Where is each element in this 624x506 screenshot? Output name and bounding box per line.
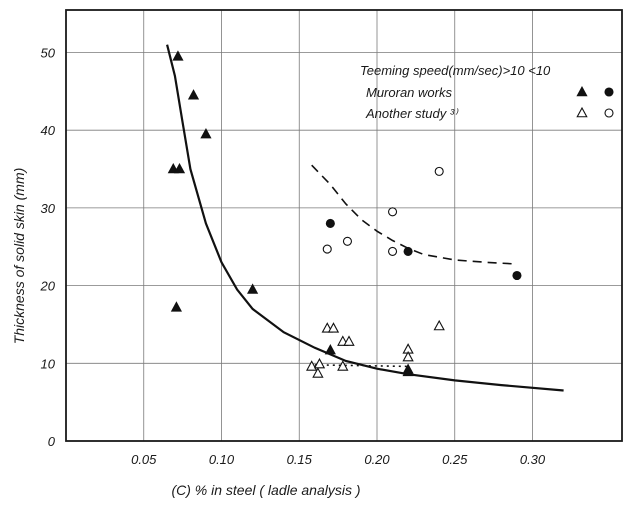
data-point (342, 236, 353, 246)
solid-curve (166, 44, 564, 392)
data-point (313, 357, 326, 369)
legend-marker (604, 87, 614, 97)
y-tick-label: 30 (41, 201, 56, 216)
data-point (402, 350, 414, 362)
data-point (387, 246, 398, 256)
x-axis-title: (C) % in steel ( ladle analysis ) (171, 482, 360, 498)
data-point (306, 360, 318, 371)
data-point (172, 50, 184, 61)
data-point (322, 244, 332, 254)
legend-marker (604, 108, 614, 118)
data-point (173, 163, 186, 174)
y-tick-label: 50 (41, 46, 56, 61)
data-point (200, 128, 212, 139)
data-point (312, 367, 324, 378)
legend-marker (576, 85, 588, 97)
x-tick-label: 0.15 (287, 452, 313, 467)
x-tick-label: 0.20 (364, 452, 390, 467)
data-point (343, 335, 355, 346)
x-tick-label: 0.25 (442, 452, 468, 467)
data-point (512, 270, 522, 281)
y-tick-labels: 0 10 20 30 40 50 (40, 46, 56, 450)
x-tick-label: 0.30 (520, 452, 546, 467)
legend-marker (576, 106, 588, 118)
grid-lines (66, 10, 622, 441)
fit-curves (166, 44, 564, 392)
data-point (187, 89, 200, 100)
legend-header: Teeming speed(mm/sec)>10 <10 (360, 63, 551, 78)
data-point (325, 218, 335, 228)
legend: Teeming speed(mm/sec)>10 <10 Muroran work… (360, 63, 614, 121)
data-point (433, 319, 445, 331)
data-point (337, 360, 349, 371)
legend-label: Another study ³⁾ (365, 106, 459, 121)
data-point (324, 344, 336, 355)
x-tick-labels: 0.05 0.10 0.15 0.20 0.25 0.30 (131, 452, 546, 467)
y-tick-label: 40 (41, 123, 56, 138)
x-tick-label: 0.10 (209, 452, 235, 467)
legend-label: Muroran works (366, 85, 452, 100)
dashed-curve (311, 164, 513, 265)
data-points (167, 50, 522, 378)
data-point (247, 283, 259, 294)
data-point (402, 365, 414, 377)
data-point (387, 207, 398, 217)
data-point (327, 322, 340, 333)
plot-frame (65, 9, 623, 442)
data-point (403, 246, 413, 256)
data-point (434, 166, 444, 176)
y-tick-label: 0 (48, 434, 56, 449)
y-tick-label: 10 (41, 356, 56, 371)
y-axis-title: Thickness of solid skin (mm) (11, 168, 27, 345)
x-tick-label: 0.05 (131, 452, 157, 467)
y-tick-label: 20 (40, 279, 56, 294)
data-point (170, 301, 182, 312)
